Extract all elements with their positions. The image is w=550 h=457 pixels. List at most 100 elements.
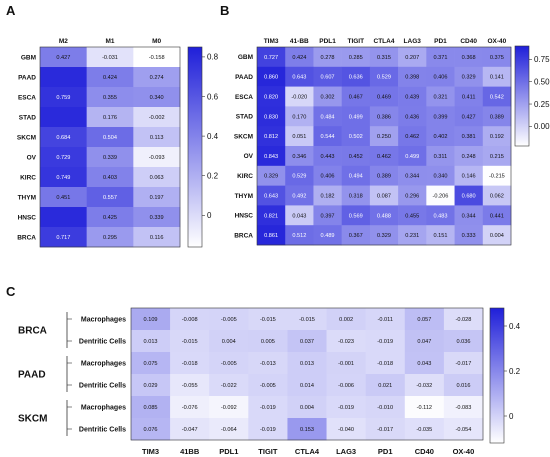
heatmap-cell (426, 86, 455, 107)
colorbar-tick-label: 0.2 (207, 172, 219, 181)
heatmap-cell (443, 330, 484, 353)
heatmap-cell (313, 126, 342, 147)
cell-value-label: -0.028 (456, 317, 472, 323)
cell-value-label: 0.047 (417, 339, 431, 345)
heatmap-cell (285, 66, 314, 87)
heatmap-cell (287, 418, 327, 441)
heatmap-cell (287, 396, 327, 419)
colorbar-tick-label: 0 (207, 211, 212, 220)
colorbar (489, 307, 505, 444)
heatmap-cell (285, 165, 314, 186)
cell-value-label: 0.502 (349, 134, 363, 140)
heatmap-cell (209, 374, 249, 397)
heatmap-cell (454, 205, 484, 226)
heatmap-cell (287, 374, 327, 397)
column-header: OX-40 (487, 38, 506, 45)
cell-value-label: 0.467 (349, 95, 363, 101)
cell-value-label: 0.411 (462, 95, 476, 101)
heatmap-cell (404, 352, 445, 375)
heatmap-cell (326, 418, 366, 441)
cell-value-label: -0.055 (182, 383, 198, 389)
heatmap-cell (454, 126, 484, 147)
row-label: PAAD (235, 74, 253, 81)
heatmap-cell (86, 127, 134, 148)
cell-value-label: 0.367 (349, 233, 363, 239)
cell-value-label: 0.812 (264, 134, 278, 140)
cell-value-label: -0.019 (338, 405, 354, 411)
cell-value-label: 0.529 (377, 75, 391, 81)
heatmap-cell (482, 86, 512, 107)
cell-value-label: 0.406 (321, 174, 335, 180)
cell-value-label: 0.146 (462, 174, 476, 180)
cell-value-label: 0.036 (456, 339, 470, 345)
colorbar-tick-label: 0.4 (509, 322, 521, 331)
cell-value-label: 0.375 (490, 55, 504, 61)
heatmap-cell (209, 308, 249, 331)
heatmap-cell (131, 308, 171, 331)
cell-value-label: 0.398 (405, 75, 419, 81)
column-label: TIM3 (142, 447, 159, 456)
heatmap-cell (131, 396, 171, 419)
heatmap-cell (170, 308, 210, 331)
heatmap-cell (248, 352, 288, 375)
cell-value-label: 0.021 (378, 383, 392, 389)
cell-value-label: 0.075 (144, 361, 158, 367)
row-label: SKCM (17, 134, 36, 141)
cell-value-label: 0.339 (103, 155, 117, 161)
cell-value-label: -0.040 (338, 427, 354, 433)
colorbar-tick-label: 0.6 (207, 92, 219, 101)
heatmap-cell (313, 146, 342, 167)
cell-value-label: 0.207 (405, 55, 419, 61)
heatmap-cell (404, 418, 445, 441)
heatmap-cell (170, 374, 210, 397)
heatmap-cell (341, 165, 371, 186)
heatmap-cell (482, 185, 512, 206)
cell-value-label: 0.109 (144, 317, 158, 323)
cell-value-label: 0.427 (462, 114, 476, 120)
heatmap-cell (341, 47, 371, 68)
column-header: M2 (59, 38, 68, 45)
heatmap-cell (398, 106, 427, 127)
heatmap-cell (426, 126, 455, 147)
column-header: PDL1 (319, 38, 336, 45)
panel-letter: B (220, 3, 229, 18)
row-label: Macrophages (81, 317, 126, 324)
column-header: CTLA4 (374, 38, 395, 45)
heatmap-cell (285, 146, 314, 167)
cell-value-label: 0.684 (56, 135, 70, 141)
cell-value-label: 0.557 (103, 195, 117, 201)
cell-value-label: 0.321 (433, 95, 447, 101)
row-label: KIRC (20, 174, 36, 181)
heatmap-cell (443, 308, 484, 331)
heatmap-cell (369, 205, 399, 226)
group-label: PAAD (18, 370, 46, 381)
row-label: THYM (235, 193, 253, 200)
heatmap-cell (341, 126, 371, 147)
heatmap-cell (443, 396, 484, 419)
heatmap-cell (369, 126, 399, 147)
row-label: STAD (19, 114, 37, 121)
cell-value-label: 0.355 (103, 95, 117, 101)
cell-value-label: 0.278 (321, 55, 335, 61)
cell-value-label: 0.389 (377, 174, 391, 180)
cell-value-label: 0.274 (150, 75, 164, 81)
cell-value-label: 0.371 (433, 55, 447, 61)
heatmap-cell (404, 330, 445, 353)
colorbar (187, 46, 203, 248)
heatmap-cell (313, 185, 342, 206)
heatmap-cell (40, 147, 87, 168)
row-label: HNSC (18, 214, 37, 221)
cell-value-label: 0.861 (264, 233, 278, 239)
heatmap-cell (257, 165, 286, 186)
cell-value-label: -0.001 (338, 361, 354, 367)
cell-value-label: 0.494 (349, 174, 363, 180)
cell-value-label: 0.830 (264, 114, 278, 120)
cell-value-label: 0.329 (264, 174, 278, 180)
row-label: SKCM (234, 133, 253, 140)
cell-value-label: 0.057 (417, 317, 431, 323)
cell-value-label: 0.344 (405, 174, 419, 180)
heatmap-cell (482, 126, 512, 147)
heatmap-cell (398, 47, 427, 68)
heatmap-cell (257, 126, 286, 147)
cell-value-label: 0.302 (321, 95, 335, 101)
